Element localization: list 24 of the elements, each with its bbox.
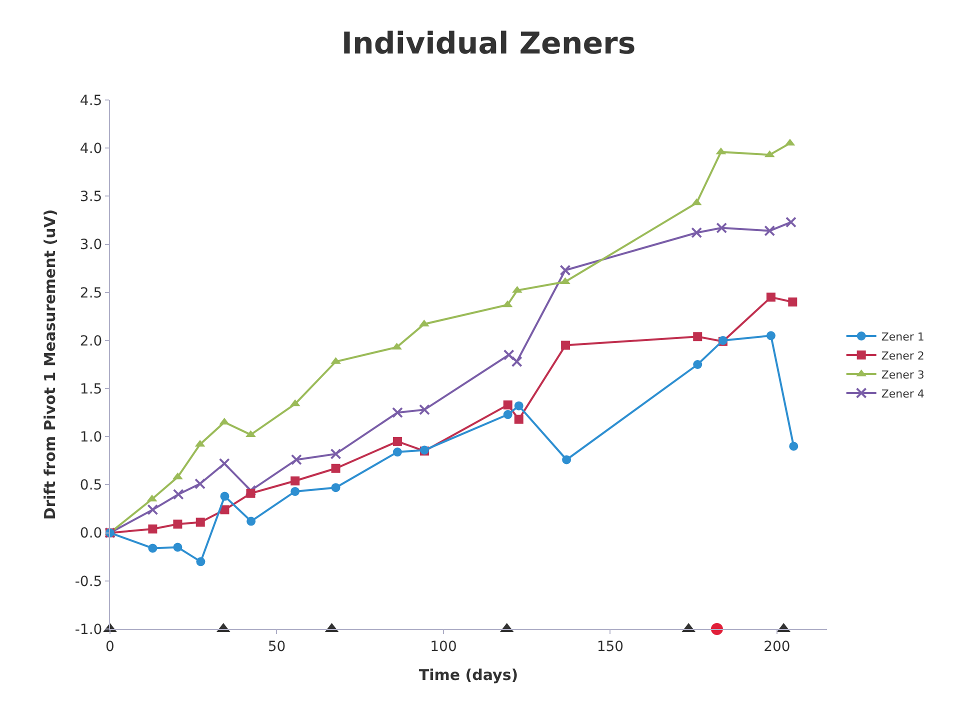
y-tick-label: -0.5 [74, 574, 102, 590]
y-axis-title: Drift from Pivot 1 Measurement (uV) [41, 209, 60, 520]
x-tick-label: 0 [106, 638, 114, 655]
y-tick-label: 3.5 [80, 189, 102, 206]
y-tick-label: 4.0 [80, 140, 102, 157]
legend-label: Zener 3 [881, 368, 924, 382]
y-tick-label: -1.0 [74, 622, 102, 638]
x-tick-label: 200 [764, 638, 790, 655]
x-axis-title: Time (days) [418, 666, 518, 684]
y-tick-label: 1.0 [80, 430, 102, 446]
y-tick-label: 4.5 [80, 92, 102, 109]
y-tick-label: 0.5 [80, 478, 102, 494]
y-tick-label: 0.0 [80, 526, 102, 542]
y-tick-label: 2.0 [80, 333, 102, 350]
x-tick-label: 100 [430, 638, 457, 655]
x-tick-label: 150 [596, 638, 624, 655]
legend-label: Zener 1 [881, 330, 924, 344]
legend-label: Zener 2 [881, 349, 924, 362]
y-tick-label: 1.5 [80, 381, 102, 398]
chart-title: Individual Zeners [341, 26, 636, 62]
y-tick-label: 2.5 [80, 285, 102, 302]
x-tick-label: 50 [268, 638, 286, 655]
y-tick-label: 3.0 [80, 237, 102, 254]
legend-label: Zener 4 [881, 387, 924, 400]
